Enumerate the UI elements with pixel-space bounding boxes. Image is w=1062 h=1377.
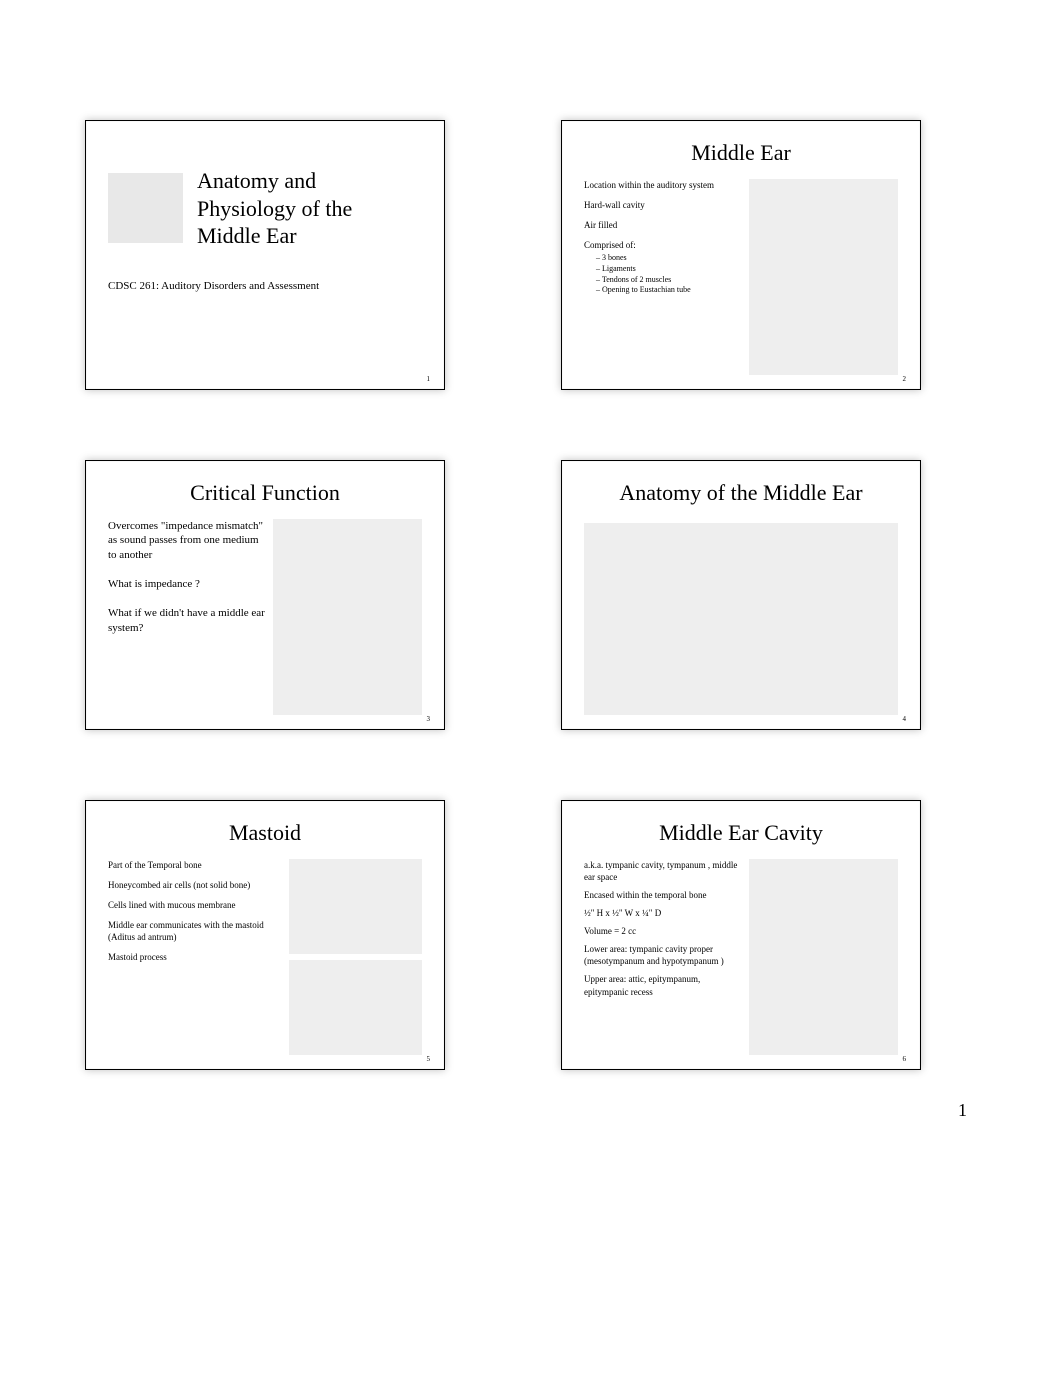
bullet: What is impedance ? <box>108 577 265 592</box>
slide-2: Middle Ear Location within the auditory … <box>561 120 921 390</box>
ear-cross-section-image-icon <box>273 519 422 716</box>
handout-grid: Anatomy and Physiology of the Middle Ear… <box>85 120 977 1070</box>
bullet: Upper area: attic, epitympanum, epitympa… <box>584 973 741 997</box>
title-line: Middle Ear <box>197 222 352 250</box>
bullet: Middle ear communicates with the mastoid… <box>108 919 281 943</box>
slide-2-title: Middle Ear <box>584 139 898 167</box>
bullet: Encased within the temporal bone <box>584 889 741 901</box>
slide-6-body: a.k.a. tympanic cavity, tympanum , middl… <box>584 859 898 1056</box>
slide-number: 6 <box>903 1055 907 1063</box>
sub-bullet: 3 bones <box>596 253 741 264</box>
slide-2-image <box>749 179 898 376</box>
slide-5-title: Mastoid <box>108 819 422 847</box>
slide-4-title: Anatomy of the Middle Ear <box>584 479 898 507</box>
slide-5-images <box>289 859 422 1056</box>
mastoid-image-icon <box>289 960 422 1055</box>
slide-4: Anatomy of the Middle Ear 4 <box>561 460 921 730</box>
ear-cavity-image-icon <box>749 859 898 1056</box>
bullet: Air filled <box>584 219 741 231</box>
slide-3-text: Overcomes "impedance mismatch" as sound … <box>108 519 265 716</box>
slide-1: Anatomy and Physiology of the Middle Ear… <box>85 120 445 390</box>
bullet: Cells lined with mucous membrane <box>108 899 281 911</box>
bullet: Volume = 2 cc <box>584 925 741 937</box>
slide-number: 1 <box>427 375 431 383</box>
slide-number: 3 <box>427 715 431 723</box>
slide-3-title: Critical Function <box>108 479 422 507</box>
title-line: Anatomy and <box>197 167 352 195</box>
slide-5: Mastoid Part of the Temporal bone Honeyc… <box>85 800 445 1070</box>
slide-5-text: Part of the Temporal bone Honeycombed ai… <box>108 859 281 1056</box>
sub-bullet: Opening to Eustachian tube <box>596 285 741 296</box>
slide-number: 5 <box>427 1055 431 1063</box>
bullet: Mastoid process <box>108 951 281 963</box>
slide-6-image <box>749 859 898 1056</box>
title-line: Physiology of the <box>197 195 352 223</box>
bullet: Honeycombed air cells (not solid bone) <box>108 879 281 891</box>
slide-6-text: a.k.a. tympanic cavity, tympanum , middl… <box>584 859 741 1056</box>
anatomy-diagram-image-icon <box>584 523 898 716</box>
bullet: Comprised of: <box>584 239 741 251</box>
bullet: ½" H x ½" W x ¼" D <box>584 907 741 919</box>
slide-1-header: Anatomy and Physiology of the Middle Ear <box>108 167 422 250</box>
slide-1-subtitle: CDSC 261: Auditory Disorders and Assessm… <box>108 280 422 292</box>
slide-6-title: Middle Ear Cavity <box>584 819 898 847</box>
bullet: Location within the auditory system <box>584 179 741 191</box>
slide-2-text: Location within the auditory system Hard… <box>584 179 741 376</box>
ear-image-icon <box>108 173 183 243</box>
slide-5-body: Part of the Temporal bone Honeycombed ai… <box>108 859 422 1056</box>
slide-3: Critical Function Overcomes "impedance m… <box>85 460 445 730</box>
bullet: Part of the Temporal bone <box>108 859 281 871</box>
bullet: Hard-wall cavity <box>584 199 741 211</box>
bullet: Lower area: tympanic cavity proper (meso… <box>584 943 741 967</box>
slide-1-title: Anatomy and Physiology of the Middle Ear <box>197 167 352 250</box>
slide-3-body: Overcomes "impedance mismatch" as sound … <box>108 519 422 716</box>
bullet: a.k.a. tympanic cavity, tympanum , middl… <box>584 859 741 883</box>
page-number: 1 <box>85 1100 977 1121</box>
bullet: Overcomes "impedance mismatch" as sound … <box>108 519 265 564</box>
slide-number: 4 <box>903 715 907 723</box>
slide-6: Middle Ear Cavity a.k.a. tympanic cavity… <box>561 800 921 1070</box>
slide-number: 2 <box>903 375 907 383</box>
slide-3-image <box>273 519 422 716</box>
slide-2-body: Location within the auditory system Hard… <box>584 179 898 376</box>
temporal-bone-image-icon <box>289 859 422 954</box>
sub-bullet: Tendons of 2 muscles <box>596 275 741 286</box>
middle-ear-image-icon <box>749 179 898 376</box>
sub-bullet: Ligaments <box>596 264 741 275</box>
bullet: What if we didn't have a middle ear syst… <box>108 606 265 636</box>
